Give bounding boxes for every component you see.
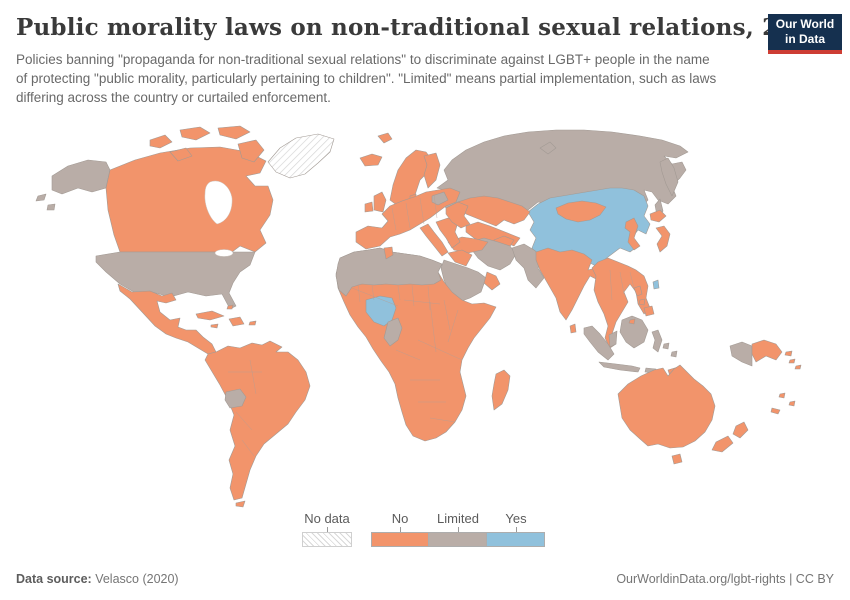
region-united-kingdom[interactable]: [373, 191, 387, 213]
region-japan[interactable]: [649, 209, 671, 253]
legend-tick: [399, 527, 401, 532]
region-indonesia[interactable]: [583, 315, 753, 374]
region-caribbean[interactable]: [195, 304, 257, 329]
region-new-zealand[interactable]: [711, 421, 749, 453]
region-sri-lanka[interactable]: [569, 323, 577, 334]
region-saudi-arabia[interactable]: [440, 259, 487, 303]
legend-tick: [515, 527, 517, 532]
region-malaysia[interactable]: [608, 330, 618, 348]
region-pacific-islands[interactable]: [770, 358, 802, 415]
region-alaska[interactable]: [35, 159, 111, 211]
region-belarus[interactable]: [431, 191, 449, 206]
region-mexico-central-america[interactable]: [117, 283, 217, 355]
legend-item-no-data[interactable]: No data: [302, 511, 352, 547]
region-southeast-asia[interactable]: [591, 257, 651, 349]
region-tasmania[interactable]: [671, 453, 683, 465]
region-europe[interactable]: [355, 132, 471, 257]
region-madagascar[interactable]: [491, 369, 511, 411]
region-iceland[interactable]: [359, 153, 383, 167]
region-brunei[interactable]: [628, 318, 636, 325]
legend-swatch-limited: [429, 532, 487, 547]
region-korea[interactable]: [624, 217, 641, 251]
region-canada[interactable]: [105, 125, 274, 253]
region-nigeria[interactable]: [365, 295, 397, 327]
legend-label-limited: Limited: [437, 511, 479, 526]
page-title: Public morality laws on non-traditional …: [16, 14, 827, 41]
region-cameroon-gabon[interactable]: [383, 317, 403, 347]
page-subtitle: Policies banning "propaganda for non-tra…: [16, 52, 717, 106]
region-usa[interactable]: [95, 251, 256, 310]
data-source-label: Data source:: [16, 572, 92, 586]
owid-logo[interactable]: Our World in Data: [768, 14, 842, 54]
region-oman-uae[interactable]: [483, 271, 501, 291]
legend-swatch-no-data: [302, 532, 352, 547]
region-greenland[interactable]: [267, 133, 335, 179]
footer-link[interactable]: OurWorldinData.org/lgbt-rights | CC BY: [616, 572, 834, 586]
legend-item-limited[interactable]: Limited: [429, 511, 487, 547]
legend-item-yes[interactable]: Yes: [487, 511, 545, 547]
region-syria-iraq[interactable]: [447, 249, 473, 267]
legend-label-yes: Yes: [505, 511, 527, 526]
legend-item-no[interactable]: No: [371, 511, 429, 547]
region-ireland[interactable]: [364, 201, 374, 213]
owid-logo-line1: Our World: [775, 17, 835, 31]
legend-tick: [326, 527, 328, 532]
legend-tick: [457, 527, 459, 532]
region-tunisia[interactable]: [383, 246, 394, 260]
data-source: Data source: Velasco (2020): [16, 572, 179, 586]
region-mongolia[interactable]: [555, 200, 607, 223]
country-borders: [228, 193, 635, 457]
region-india[interactable]: [535, 247, 605, 321]
region-philippines[interactable]: [633, 285, 655, 317]
header: Public morality laws on non-traditional …: [16, 14, 842, 107]
legend-swatch-yes: [487, 532, 545, 547]
great-lakes: [214, 249, 234, 257]
map-legend: No data No Limited Yes: [302, 511, 545, 547]
legend-swatch-no: [371, 532, 429, 547]
legend-label-no: No: [391, 511, 409, 526]
region-paraguay[interactable]: [224, 388, 247, 409]
hudson-bay: [204, 180, 233, 225]
footer: Data source: Velasco (2020) OurWorldinDa…: [16, 572, 834, 586]
region-taiwan[interactable]: [652, 279, 660, 290]
legend-label-no-data: No data: [304, 511, 350, 526]
region-papua-new-guinea[interactable]: [751, 339, 793, 363]
region-australia[interactable]: [617, 364, 716, 449]
region-kazakhstan[interactable]: [457, 195, 531, 227]
owid-logo-line2: in Data: [784, 32, 825, 46]
region-south-america[interactable]: [204, 340, 311, 508]
data-source-value: Velasco (2020): [91, 572, 179, 586]
